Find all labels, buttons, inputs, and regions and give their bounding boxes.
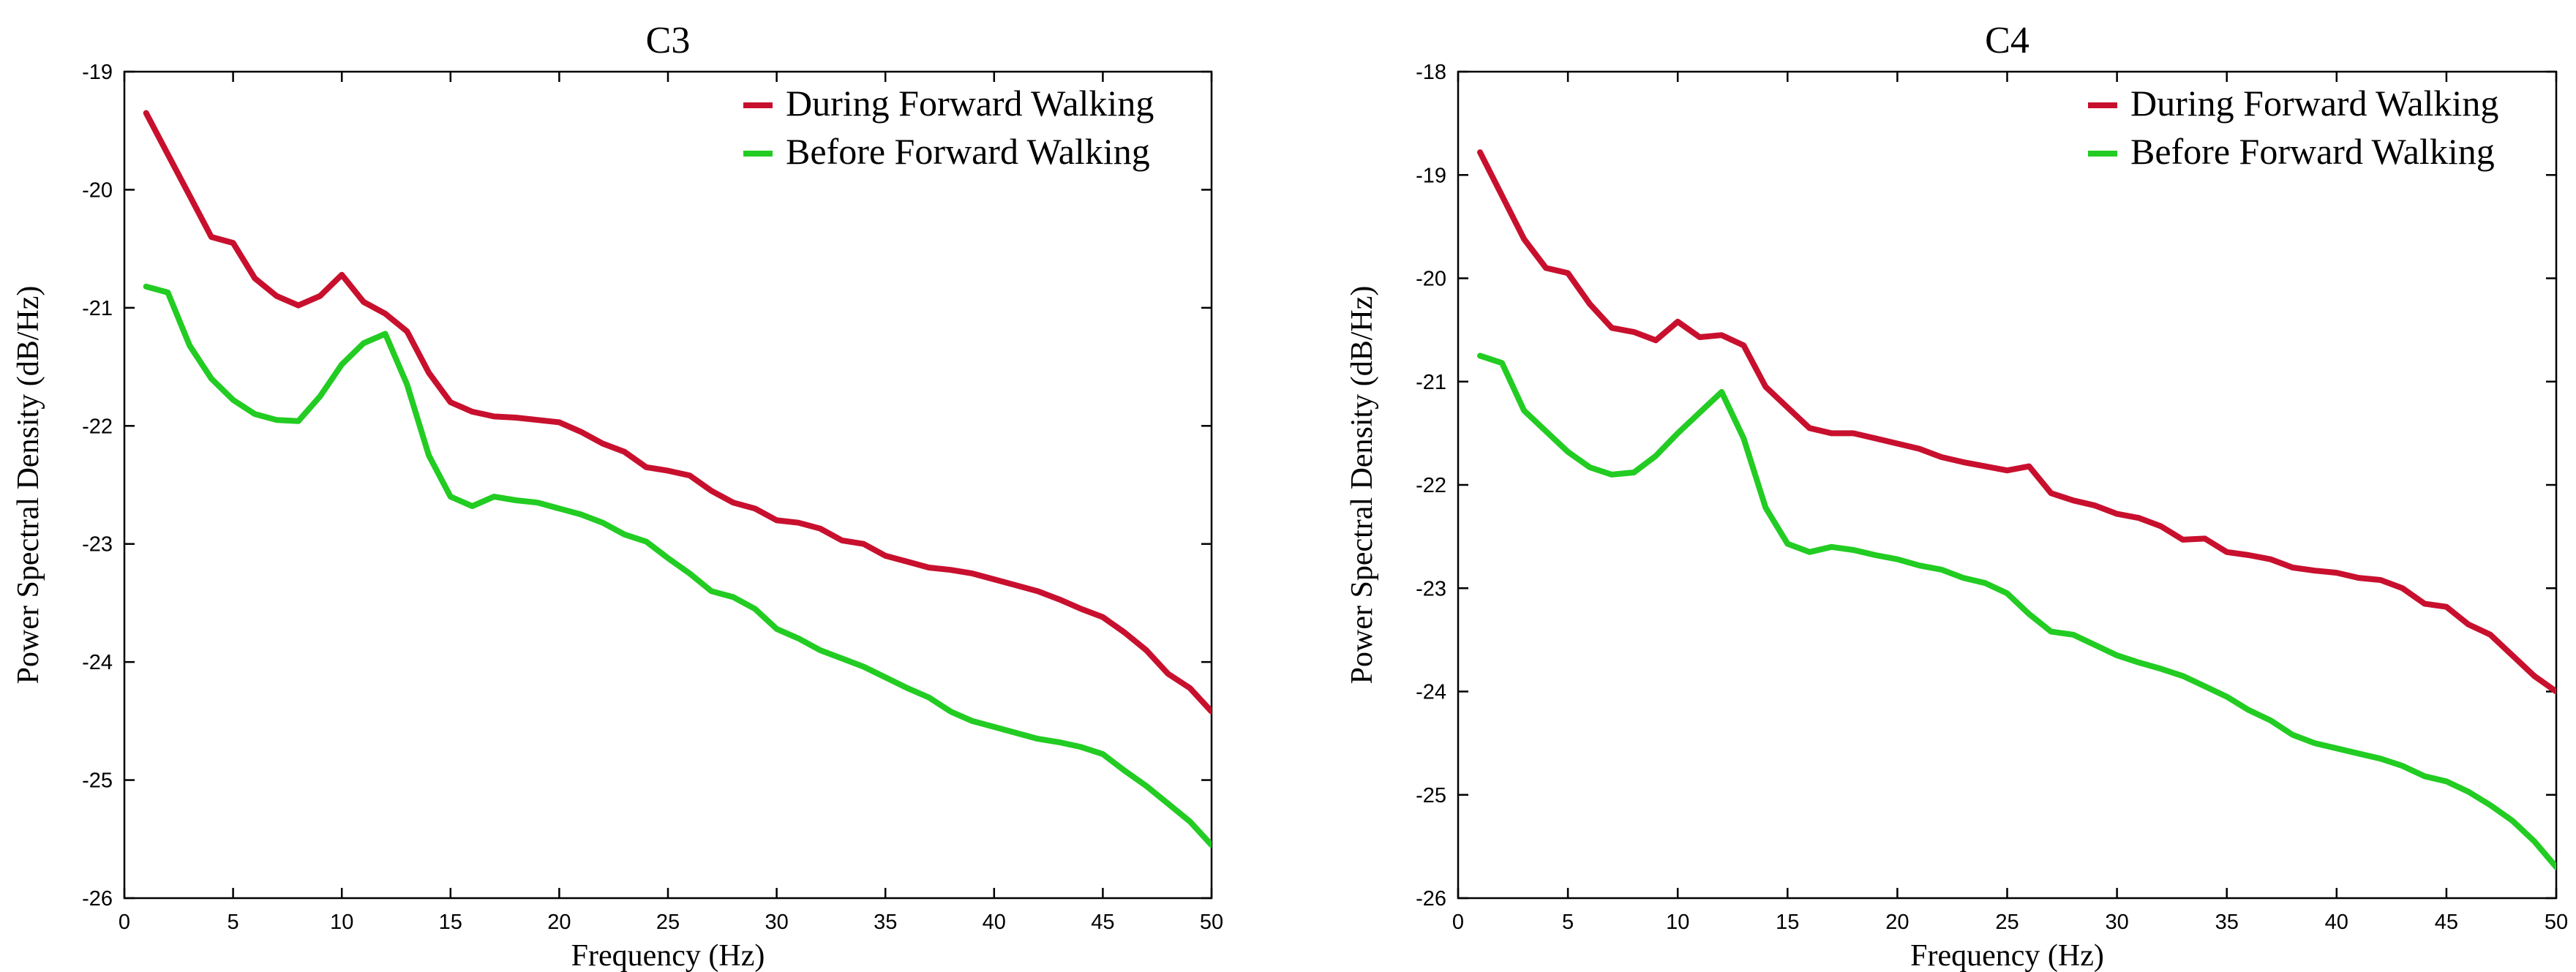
y-tick-label: -20	[1416, 268, 1446, 291]
x-tick-label: 5	[228, 911, 239, 934]
y-axis-label: Power Spectral Density (dB/Hz)	[1345, 286, 1379, 685]
legend-entry: During Forward Walking	[2130, 83, 2498, 124]
y-tick-label: -21	[1416, 371, 1446, 394]
y-tick-label: -25	[82, 769, 113, 793]
y-axis-label: Power Spectral Density (dB/Hz)	[12, 286, 45, 685]
y-tick-label: -19	[1416, 164, 1446, 187]
series-line-before-forward-walking	[143, 283, 1212, 848]
y-tick-label: -23	[82, 533, 113, 557]
x-tick-label: 20	[547, 911, 571, 934]
y-tick-label: -22	[1416, 474, 1446, 497]
x-tick-label: 45	[2435, 911, 2458, 934]
x-tick-label: 30	[765, 911, 788, 934]
x-tick-label: 10	[1666, 911, 1689, 934]
x-tick-label: 20	[1885, 911, 1909, 934]
x-tick-label: 30	[2105, 911, 2128, 934]
x-tick-label: 15	[439, 911, 462, 934]
legend-entry: Before Forward Walking	[786, 131, 1150, 172]
x-tick-label: 10	[330, 911, 353, 934]
y-tick-label: -21	[82, 297, 113, 320]
chart-title: C3	[646, 20, 691, 61]
x-tick-label: 25	[656, 911, 680, 934]
x-tick-label: 35	[2215, 911, 2239, 934]
x-tick-label: 25	[1995, 911, 2019, 934]
legend-entry: During Forward Walking	[786, 83, 1154, 124]
legend-entry: Before Forward Walking	[2130, 131, 2495, 172]
x-tick-label: 50	[1200, 911, 1223, 934]
x-tick-label: 0	[1452, 911, 1464, 934]
y-tick-label: -19	[82, 61, 113, 84]
y-tick-label: -18	[1416, 61, 1446, 84]
x-tick-label: 50	[2545, 911, 2568, 934]
y-tick-label: -25	[1416, 784, 1446, 807]
chart-panel-c3: C3 0 5 10 15 20 25 30 35 40 45 50 -19 -20 -21 -22 -23 -24…	[12, 20, 1223, 972]
x-tick-label: 45	[1091, 911, 1114, 934]
chart-panel-c4: C4 0 5 10 15 20 25 30 35 40 45 50 -18 -19 -20 -21 -22 -23…	[1345, 20, 2568, 972]
x-axis-label: Frequency (Hz)	[1910, 939, 2104, 972]
chart-title: C4	[1985, 20, 2029, 61]
y-tick-label: -24	[82, 651, 113, 674]
y-tick-label: -23	[1416, 577, 1446, 600]
x-axis-label: Frequency (Hz)	[571, 939, 765, 972]
y-tick-label: -24	[1416, 681, 1446, 704]
x-tick-label: 0	[119, 911, 130, 934]
y-tick-label: -22	[82, 415, 113, 438]
y-tick-label: -26	[82, 887, 113, 911]
plot-frame	[123, 70, 1213, 900]
series-line-before-forward-walking	[1477, 353, 2556, 870]
y-tick-label: -26	[1416, 887, 1446, 911]
series-line-during-forward-walking	[143, 110, 1212, 715]
x-tick-label: 40	[983, 911, 1006, 934]
x-tick-label: 15	[1776, 911, 1799, 934]
y-tick-label: -20	[82, 178, 113, 202]
x-tick-label: 40	[2325, 911, 2348, 934]
series-line-during-forward-walking	[1477, 149, 2556, 695]
plot-frame	[1457, 70, 2558, 900]
x-tick-label: 5	[1562, 911, 1574, 934]
x-tick-label: 35	[874, 911, 897, 934]
